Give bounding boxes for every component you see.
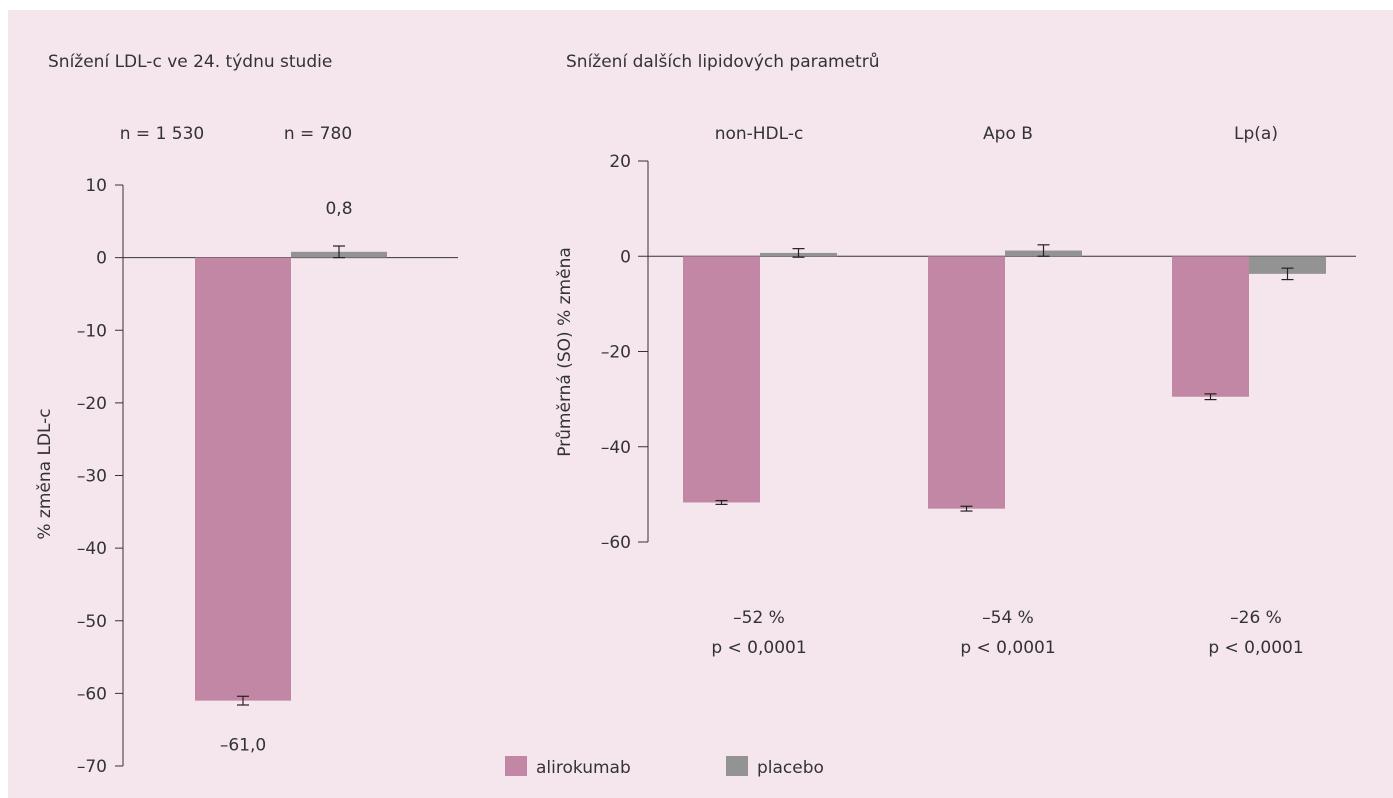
- ldl-y-tick-label: –40: [77, 539, 107, 559]
- lipid-annotation-change: –54 %: [982, 608, 1034, 628]
- ldl-bar-alirokumab: [195, 257, 291, 701]
- lipid-annotation-p-value: p < 0,0001: [711, 638, 806, 658]
- lipid-y-tick-label: 0: [620, 247, 631, 267]
- lipid-category-label: Apo B: [983, 124, 1033, 144]
- lipid-annotation-p-value: p < 0,0001: [960, 638, 1055, 658]
- ldl-data-label-alirokumab: –61,0: [220, 736, 266, 756]
- lipid-annotation-p-value: p < 0,0001: [1208, 638, 1303, 658]
- lipid-category-label: non-HDL-c: [715, 124, 804, 144]
- ldl-group-label-placebo: n = 780: [284, 124, 352, 144]
- lipid-chart: Snížení dalších lipidových parametrů Prů…: [555, 52, 1356, 658]
- ldl-group-label-alirokumab: n = 1 530: [120, 124, 205, 144]
- lipid-bars: [683, 244, 1326, 512]
- lipid-y-tick-label: –20: [601, 343, 631, 363]
- ldl-y-tick-label: –60: [77, 684, 107, 704]
- legend-label-alirokumab: alirokumab: [536, 758, 631, 778]
- legend: alirokumab placebo: [505, 756, 824, 778]
- ldl-y-tick-label: –30: [77, 467, 107, 487]
- ldl-y-tick-label: –70: [77, 757, 107, 777]
- legend-swatch-alirokumab: [505, 756, 527, 776]
- ldl-chart: Snížení LDL-c ve 24. týdnu studie n = 1 …: [35, 52, 458, 777]
- lipid-category-labels: non-HDL-c Apo B Lp(a): [715, 124, 1278, 144]
- ldl-y-axis-label: % změna LDL-c: [35, 408, 55, 539]
- lipid-annotation-change: –52 %: [733, 608, 785, 628]
- ldl-y-tick-label: 10: [85, 176, 107, 196]
- legend-label-placebo: placebo: [757, 758, 824, 778]
- lipid-y-axis-label: Průměrná (SO) % změna: [555, 247, 575, 457]
- legend-swatch-placebo: [726, 756, 748, 776]
- ldl-bars: –61,0 0,8: [195, 199, 387, 756]
- lipid-bar-placebo: [1249, 256, 1326, 274]
- ldl-chart-title: Snížení LDL-c ve 24. týdnu studie: [48, 52, 332, 72]
- ldl-y-tick-label: –10: [77, 321, 107, 341]
- ldl-y-axis: 10 0 –10 –20 –30 –40 –50 –60 –70: [77, 176, 458, 777]
- lipid-category-label: Lp(a): [1234, 124, 1278, 144]
- ldl-y-tick-label: –50: [77, 612, 107, 632]
- lipid-y-tick-label: –40: [601, 438, 631, 458]
- lipid-bar-alirokumab: [928, 256, 1005, 509]
- lipid-y-tick-label: –60: [601, 533, 631, 553]
- ldl-y-tick-label: 0: [96, 249, 107, 269]
- lipid-bar-alirokumab: [683, 256, 760, 503]
- lipid-annotations: –52 % p < 0,0001 –54 % p < 0,0001 –26 % p < 0…: [711, 608, 1303, 658]
- ldl-data-label-placebo: 0,8: [325, 199, 352, 219]
- lipid-y-tick-label: 20: [609, 152, 631, 172]
- lipid-annotation-change: –26 %: [1230, 608, 1282, 628]
- lipid-bar-alirokumab: [1172, 256, 1249, 397]
- lipid-chart-title: Snížení dalších lipidových parametrů: [566, 52, 879, 72]
- ldl-y-tick-label: –20: [77, 394, 107, 414]
